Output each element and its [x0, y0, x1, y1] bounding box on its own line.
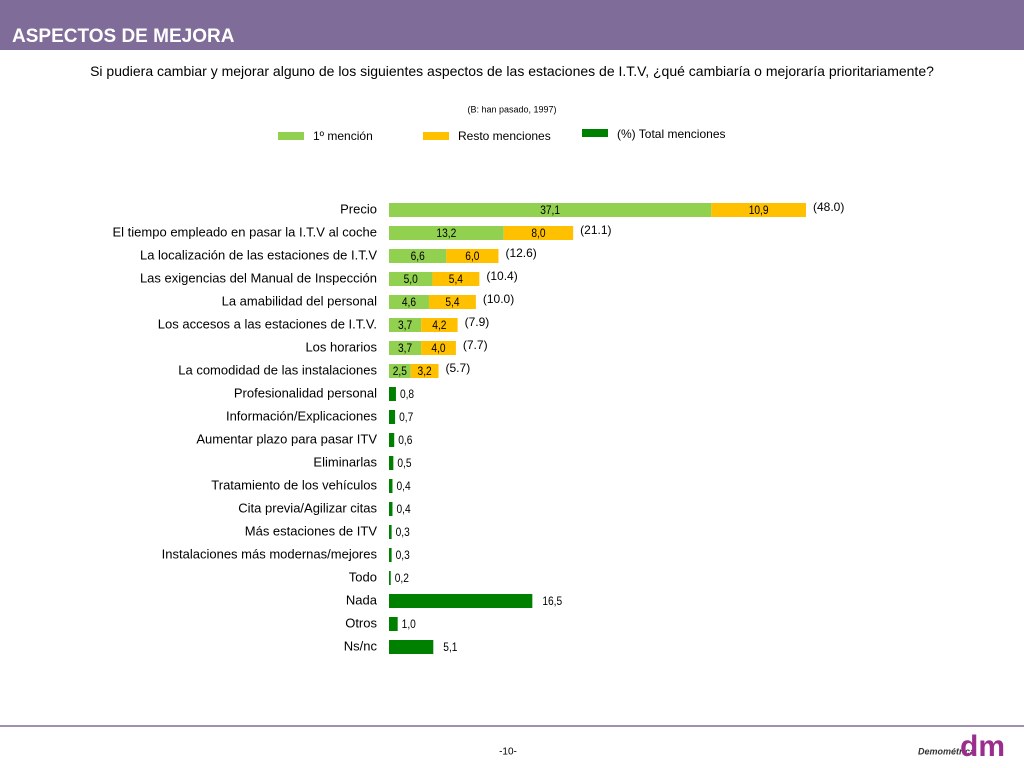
category-label: Precio [340, 201, 377, 216]
bar [389, 617, 398, 631]
category-label: Tratamiento de los vehículos [211, 477, 377, 492]
bar-segment [389, 226, 504, 240]
category-label: Todo [349, 569, 377, 584]
total-label: (10.0) [483, 292, 514, 306]
total-label: (48.0) [813, 200, 844, 214]
bar [389, 525, 392, 539]
bar-segment [711, 203, 806, 217]
legend-label: (%) Total menciones [617, 127, 726, 141]
bar-segment [428, 295, 476, 309]
value-label: 8,0 [531, 227, 545, 240]
category-label: Los accesos a las estaciones de I.T.V. [158, 316, 377, 331]
value-label: 5,0 [404, 273, 418, 286]
bar [389, 594, 533, 608]
category-label: Nada [346, 592, 378, 607]
value-label: 0,5 [397, 457, 411, 470]
value-label: 0,3 [396, 526, 410, 539]
bar-segment [421, 341, 456, 355]
bar-segment [389, 272, 433, 286]
value-label: 0,7 [399, 411, 413, 424]
bar [389, 410, 396, 424]
bar-segment [389, 249, 447, 263]
legend-swatch [278, 132, 304, 140]
chart-subtitle: (B: han pasado, 1997) [467, 104, 556, 114]
category-label: El tiempo empleado en pasar la I.T.V al … [113, 224, 377, 239]
value-label: 0,2 [395, 572, 409, 585]
bar-segment [389, 203, 712, 217]
category-label: Aumentar plazo para pasar ITV [196, 431, 377, 446]
category-label: Información/Explicaciones [226, 408, 378, 423]
value-label: 6,6 [411, 250, 425, 263]
category-label: Profesionalidad personal [234, 385, 377, 400]
total-label: (7.9) [465, 315, 490, 329]
category-label: Eliminarlas [313, 454, 377, 469]
value-label: 1,0 [402, 618, 416, 631]
value-label: 16,5 [542, 595, 562, 608]
value-label: 6,0 [465, 250, 479, 263]
bar [389, 387, 396, 401]
legend-swatch [582, 129, 608, 137]
bar-segment [389, 364, 411, 378]
category-label: Instalaciones más modernas/mejores [162, 546, 378, 561]
bar-segment [446, 249, 499, 263]
header-bar [0, 0, 1024, 50]
value-label: 37,1 [540, 204, 560, 217]
bar-segment [410, 364, 439, 378]
bar [389, 640, 434, 654]
legend-label: Resto menciones [458, 129, 551, 143]
bar [389, 502, 393, 516]
bar-segment [389, 318, 422, 332]
legend-swatch [423, 132, 449, 140]
category-label: La localización de las estaciones de I.T… [140, 247, 377, 262]
value-label: 3,7 [398, 342, 412, 355]
bar-segment [389, 341, 422, 355]
total-label: (7.7) [463, 338, 488, 352]
value-label: 5,4 [449, 273, 463, 286]
page-number: -10- [499, 747, 517, 758]
slide-title: ASPECTOS DE MEJORA [12, 26, 235, 47]
bar [389, 479, 393, 493]
total-label: (12.6) [505, 246, 536, 260]
value-label: 3,7 [398, 319, 412, 332]
total-label: (5.7) [446, 361, 471, 375]
category-label: La comodidad de las instalaciones [178, 362, 377, 377]
category-label: Ns/nc [344, 638, 378, 653]
bar [389, 571, 391, 585]
category-label: Cita previa/Agilizar citas [238, 500, 377, 515]
category-label: Las exigencias del Manual de Inspección [140, 270, 377, 285]
value-label: 13,2 [436, 227, 456, 240]
value-label: 3,2 [418, 365, 432, 378]
bar-segment [432, 272, 480, 286]
category-label: Más estaciones de ITV [245, 523, 378, 538]
value-label: 0,6 [398, 434, 412, 447]
bar [389, 548, 392, 562]
bar-segment [503, 226, 574, 240]
value-label: 4,2 [432, 319, 446, 332]
legend-label: 1º mención [313, 129, 373, 143]
value-label: 0,8 [400, 388, 414, 401]
total-label: (21.1) [580, 223, 611, 237]
value-label: 5,4 [445, 296, 459, 309]
value-label: 5,1 [443, 641, 457, 654]
value-label: 4,0 [431, 342, 445, 355]
chart-title: Si pudiera cambiar y mejorar alguno de l… [90, 63, 934, 79]
value-label: 4,6 [402, 296, 416, 309]
logo-mark: dm [960, 730, 1005, 763]
value-label: 10,9 [749, 204, 769, 217]
total-label: (10.4) [486, 269, 517, 283]
bar-segment [421, 318, 458, 332]
bar-segment [389, 295, 429, 309]
category-label: Los horarios [305, 339, 377, 354]
value-label: 0,4 [396, 503, 410, 516]
value-label: 0,4 [396, 480, 410, 493]
bar [389, 433, 395, 447]
category-label: La amabilidad del personal [222, 293, 377, 308]
subtitle-box: Si pudiera cambiar y mejorar alguno de l… [90, 63, 934, 79]
logo-text: Demométrica [918, 746, 975, 756]
category-label: Otros [345, 615, 377, 630]
value-label: 0,3 [396, 549, 410, 562]
bar [389, 456, 394, 470]
value-label: 2,5 [393, 365, 407, 378]
